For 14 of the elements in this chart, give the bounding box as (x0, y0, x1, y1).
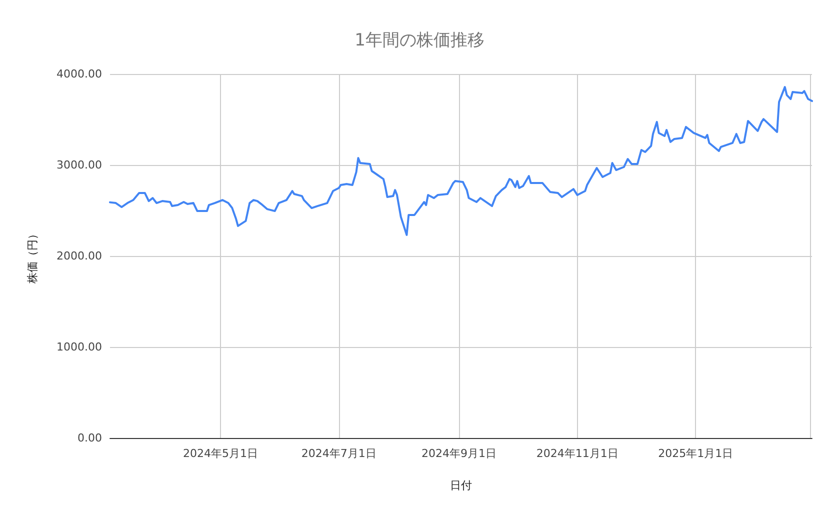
y-tick-label: 2000.00 (56, 250, 102, 262)
x-tick-label: 2024年7月1日 (301, 447, 376, 460)
y-tick-label: 0.00 (78, 432, 102, 444)
line-series (109, 86, 813, 236)
y-tick-label: 1000.00 (56, 340, 102, 354)
x-tick-label: 2025年1月1日 (658, 447, 734, 460)
x-tick-label: 2024年9月1日 (422, 447, 497, 460)
x-tick-label: 2024年5月1日 (183, 447, 258, 460)
x-axis-title: 日付 (450, 479, 472, 492)
y-axis-title: 株価（円） (26, 228, 39, 284)
y-tick-label: 4000.00 (56, 68, 102, 80)
x-tick-label: 2024年11月1日 (536, 447, 618, 460)
chart-title: 1年間の株価推移 (354, 30, 484, 50)
y-tick-label: 3000.00 (56, 158, 102, 172)
